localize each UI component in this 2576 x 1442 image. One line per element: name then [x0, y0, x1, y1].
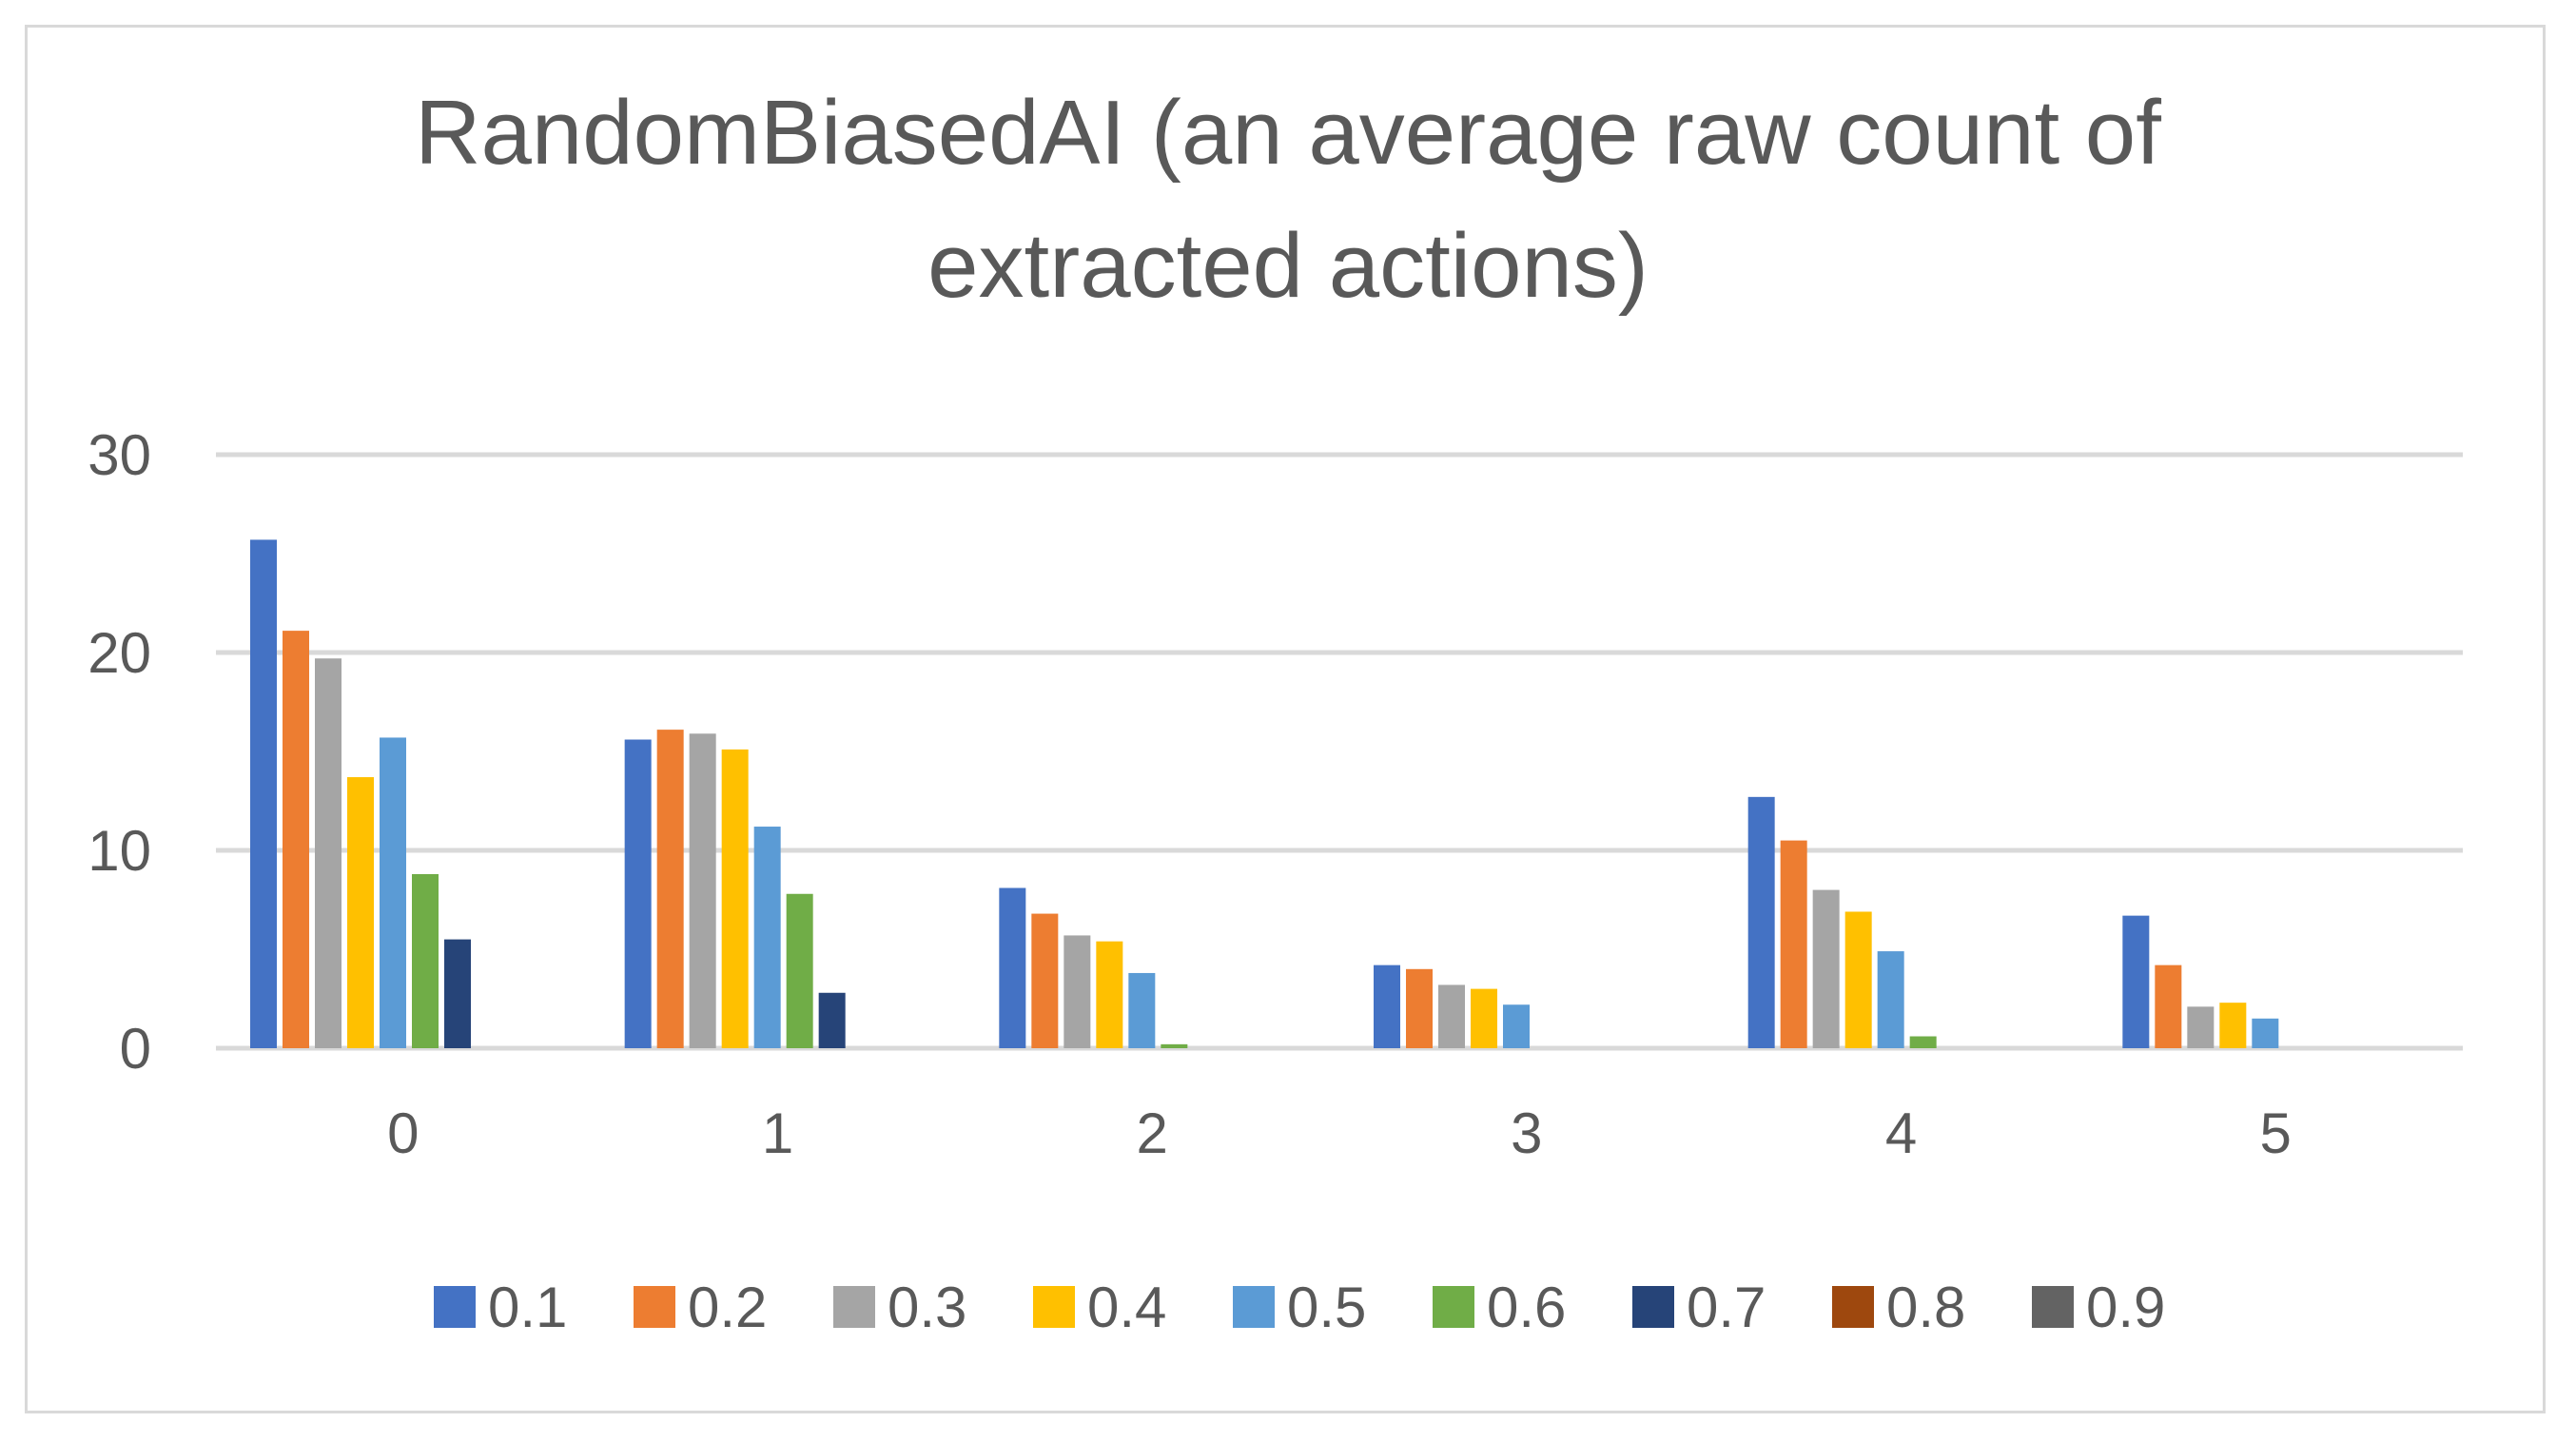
bars	[250, 539, 2279, 1048]
x-tick-label: 0	[387, 1101, 419, 1165]
x-tick-label: 5	[2259, 1101, 2291, 1165]
bar-cat0-series0.2	[283, 631, 309, 1048]
chart-title-line-1: RandomBiasedAI (an average raw count of	[415, 82, 2161, 184]
legend-swatch-0.6	[1433, 1286, 1474, 1328]
bar-cat3-series0.2	[1406, 968, 1433, 1048]
legend-swatch-0.1	[434, 1286, 476, 1328]
bar-cat2-series0.4	[1096, 941, 1123, 1048]
bar-cat1-series0.1	[624, 739, 652, 1048]
bar-cat0-series0.7	[444, 939, 471, 1048]
bar-cat0-series0.5	[380, 737, 406, 1048]
legend-swatch-0.4	[1033, 1286, 1075, 1328]
y-tick-label: 10	[88, 819, 151, 883]
gridlines	[216, 452, 2463, 1051]
legend-swatch-0.3	[833, 1286, 875, 1328]
bar-cat0-series0.6	[412, 873, 439, 1048]
x-tick-label: 2	[1136, 1101, 1167, 1165]
bar-cat2-series0.1	[999, 887, 1026, 1048]
bar-cat2-series0.2	[1031, 913, 1059, 1048]
y-tick-label: 0	[120, 1017, 151, 1081]
bar-cat4-series0.4	[1844, 911, 1872, 1048]
bar-cat3-series0.1	[1374, 965, 1400, 1048]
legend-swatch-0.5	[1233, 1286, 1275, 1328]
x-tick-label: 3	[1511, 1101, 1542, 1165]
y-tick-label: 20	[88, 621, 151, 685]
legend-swatch-0.2	[634, 1286, 675, 1328]
bar-cat2-series0.5	[1128, 972, 1156, 1048]
legend: 0.1 0.2 0.3 0.4 0.5 0.6 0.7 0.8 0.9	[434, 1276, 2165, 1339]
bar-cat1-series0.7	[818, 992, 846, 1048]
legend-swatch-0.7	[1632, 1286, 1674, 1328]
legend-label: 0.4	[1087, 1276, 1166, 1339]
bar-cat4-series0.1	[1747, 796, 1775, 1048]
bar-cat4-series0.3	[1812, 889, 1840, 1048]
x-tick-label: 4	[1885, 1101, 1917, 1165]
bar-cat5-series0.4	[2219, 1003, 2247, 1048]
bar-cat2-series0.6	[1161, 1043, 1188, 1048]
legend-label: 0.5	[1287, 1276, 1366, 1339]
x-axis-ticks: 0 1 2 3 4 5	[387, 1101, 2292, 1165]
legend-label: 0.9	[2086, 1276, 2165, 1339]
y-tick-label: 30	[88, 423, 151, 487]
legend-label: 0.1	[488, 1276, 567, 1339]
bar-chart: RandomBiasedAI (an average raw count of …	[88, 82, 2463, 1339]
bar-cat3-series0.4	[1471, 988, 1497, 1048]
bar-cat0-series0.1	[250, 539, 277, 1048]
legend-swatch-0.8	[1832, 1286, 1874, 1328]
bar-cat5-series0.5	[2252, 1018, 2279, 1048]
bar-cat5-series0.2	[2155, 965, 2182, 1048]
bar-cat5-series0.1	[2122, 915, 2150, 1048]
bar-cat0-series0.3	[315, 658, 342, 1048]
legend-label: 0.3	[888, 1276, 966, 1339]
bar-cat5-series0.3	[2187, 1006, 2215, 1048]
bar-cat3-series0.5	[1503, 1004, 1530, 1048]
legend-label: 0.6	[1487, 1276, 1566, 1339]
bar-cat2-series0.3	[1064, 935, 1091, 1048]
chart-frame: RandomBiasedAI (an average raw count of …	[25, 25, 2546, 1413]
bar-cat4-series0.5	[1877, 951, 1904, 1048]
x-tick-label: 1	[762, 1101, 793, 1165]
bar-cat4-series0.2	[1780, 840, 1807, 1048]
chart-title-line-2: extracted actions)	[927, 215, 1649, 317]
bar-cat1-series0.6	[786, 893, 813, 1048]
bar-cat0-series0.4	[347, 777, 374, 1048]
bar-cat1-series0.3	[689, 733, 716, 1048]
legend-label: 0.8	[1886, 1276, 1965, 1339]
bar-cat1-series0.5	[753, 827, 781, 1048]
bar-cat1-series0.4	[721, 749, 749, 1048]
bar-cat4-series0.6	[1909, 1036, 1937, 1048]
bar-cat3-series0.3	[1438, 984, 1465, 1048]
legend-swatch-0.9	[2032, 1286, 2074, 1328]
legend-label: 0.7	[1687, 1276, 1766, 1339]
y-axis-ticks: 0 10 20 30	[88, 423, 151, 1081]
legend-label: 0.2	[688, 1276, 767, 1339]
bar-cat1-series0.2	[656, 730, 684, 1048]
